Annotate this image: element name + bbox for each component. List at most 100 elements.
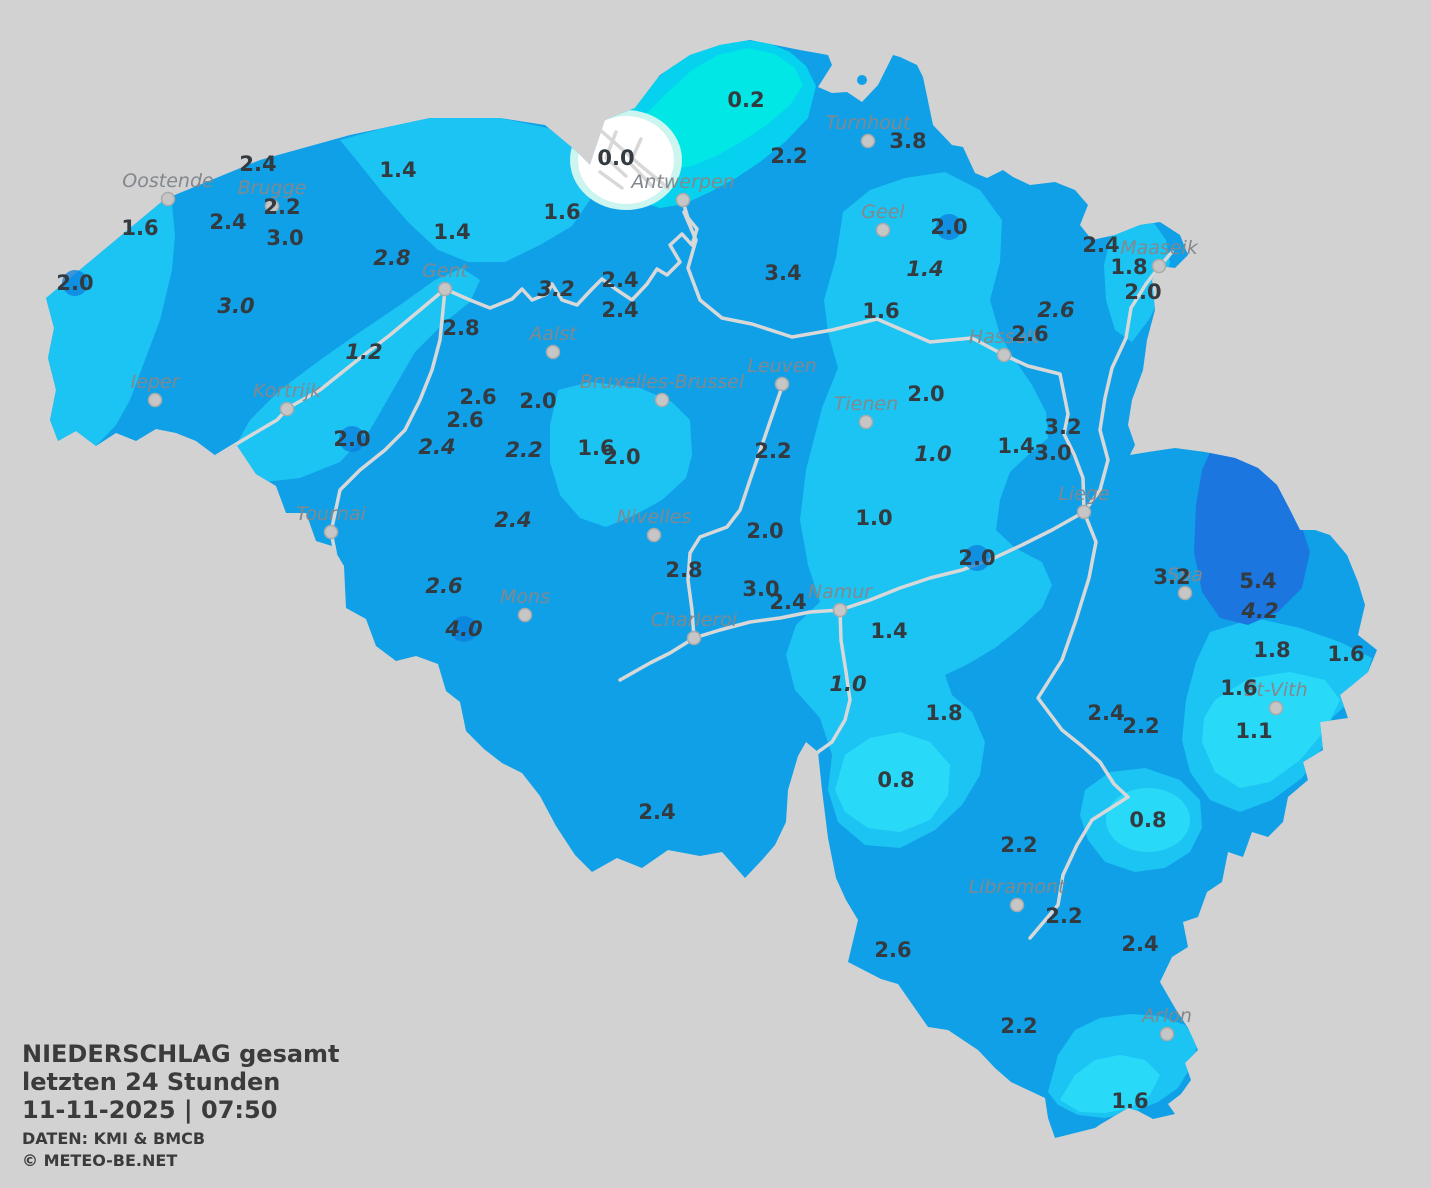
map-datetime: 11-11-2025 | 07:50 [22, 1096, 278, 1124]
precip-value: 2.4 [601, 298, 638, 322]
precip-value: 2.4 [418, 435, 455, 459]
city-label: Kortrijk [253, 380, 322, 402]
city-dot [1159, 1026, 1175, 1042]
city-dot [996, 347, 1012, 363]
precip-value: 0.0 [597, 146, 634, 170]
region-maaseik [1104, 216, 1170, 342]
precip-value: 2.4 [1087, 701, 1124, 725]
precip-value: 2.6 [1037, 298, 1074, 322]
precip-value: 1.8 [925, 701, 962, 725]
precip-value: 2.8 [665, 558, 702, 582]
precip-value: 2.8 [373, 246, 410, 270]
city-dot [675, 192, 691, 208]
city-label: Oostende [122, 170, 213, 192]
river-viroin [595, 870, 755, 900]
station-circle [339, 426, 365, 452]
city-label: Libramont [968, 876, 1067, 898]
precip-value: 1.4 [433, 220, 470, 244]
city-dot [545, 344, 561, 360]
station-circle [936, 214, 962, 240]
city-label: Spa [1167, 564, 1203, 586]
precip-value: 2.6 [425, 574, 462, 598]
station-circles [62, 214, 990, 642]
precip-value: 2.2 [1000, 1014, 1037, 1038]
precip-value: 1.6 [543, 200, 580, 224]
city-dot [1151, 258, 1167, 274]
precip-value: 2.2 [505, 438, 542, 462]
precip-value: 0.8 [1129, 808, 1166, 832]
precip-value: 1.0 [855, 506, 892, 530]
city-dot [1268, 700, 1284, 716]
city-label: Namur [808, 581, 873, 603]
river-sambre [618, 608, 842, 682]
precip-value: 1.8 [1253, 638, 1290, 662]
precip-value: 1.6 [577, 436, 614, 460]
city-label: Leuven [747, 355, 816, 377]
precip-value: 2.0 [1124, 280, 1161, 304]
precip-value: 3.2 [1044, 415, 1081, 439]
precip-value: 2.2 [1122, 714, 1159, 738]
city-label: Gent [422, 260, 469, 282]
city-dot [1009, 897, 1025, 913]
region-kortrijk-band [232, 268, 480, 482]
precip-value: 3.2 [537, 277, 574, 301]
city-dot [875, 222, 891, 238]
precip-value: 1.8 [1110, 255, 1147, 279]
river-albert-canal [682, 210, 1086, 514]
precip-value: 2.4 [1082, 233, 1119, 257]
city-label: Mons [500, 586, 550, 608]
river-meuse [806, 250, 1174, 772]
precip-value: 2.0 [56, 271, 93, 295]
river-schelde-upper [329, 287, 447, 594]
city-dot [147, 392, 163, 408]
city-label: Ieper [131, 371, 181, 393]
precip-value: 2.0 [603, 445, 640, 469]
city-label: Brugge [238, 177, 307, 199]
city-label: Tournai [296, 503, 366, 525]
map-subtitle: letzten 24 Stunden [22, 1068, 281, 1096]
precip-value: 4.0 [444, 617, 482, 641]
region-coast-north [340, 118, 596, 262]
city-label: Charleroi [651, 609, 738, 631]
precip-value: 1.1 [1235, 719, 1272, 743]
precip-value: 0.8 [877, 768, 914, 792]
precip-value: 1.6 [1327, 642, 1364, 666]
city-label: Nivelles [617, 506, 692, 528]
city-dot [1076, 504, 1092, 520]
copyright: © METEO-BE.NET [22, 1151, 178, 1170]
precip-value: 5.4 [1239, 569, 1276, 593]
city-label: Hasselt [969, 326, 1041, 348]
region-coast-west [46, 199, 175, 446]
precip-value: 2.6 [446, 408, 483, 432]
city-dot [279, 401, 295, 417]
precip-value: 2.6 [459, 385, 496, 409]
precip-value: 2.2 [754, 439, 791, 463]
precip-value: 2.8 [442, 316, 479, 340]
precip-value: 2.0 [333, 427, 370, 451]
precip-value: 1.6 [862, 299, 899, 323]
region-central-band [786, 172, 1052, 848]
precip-value: 2.4 [239, 152, 276, 176]
precip-value: 2.4 [601, 268, 638, 292]
port-dock-line [598, 170, 624, 190]
precip-value: 1.2 [345, 340, 382, 364]
data-source: DATEN: KMI & BMCB [22, 1129, 206, 1148]
city-markers: Oostende Brugge Gent Antwerpen Turnhout Geel M… [122, 112, 1308, 1042]
precip-value: 1.6 [1111, 1089, 1148, 1113]
city-dot [774, 376, 790, 392]
city-label: Aalst [527, 323, 578, 345]
precip-bright-regions [835, 672, 1340, 1113]
precip-value: 1.6 [121, 216, 158, 240]
city-dot [646, 527, 662, 543]
city-label: Bruxelles-Brussel [580, 371, 745, 393]
precip-value: 2.0 [958, 546, 995, 570]
city-dot [654, 392, 670, 408]
region-arlon-core [1060, 1055, 1160, 1113]
station-circle [451, 616, 477, 642]
city-dot [264, 198, 280, 214]
baarle-enclave [857, 75, 867, 85]
precip-value: 2.0 [746, 519, 783, 543]
precip-value: 2.0 [907, 382, 944, 406]
city-label: St-Vith [1244, 679, 1307, 701]
